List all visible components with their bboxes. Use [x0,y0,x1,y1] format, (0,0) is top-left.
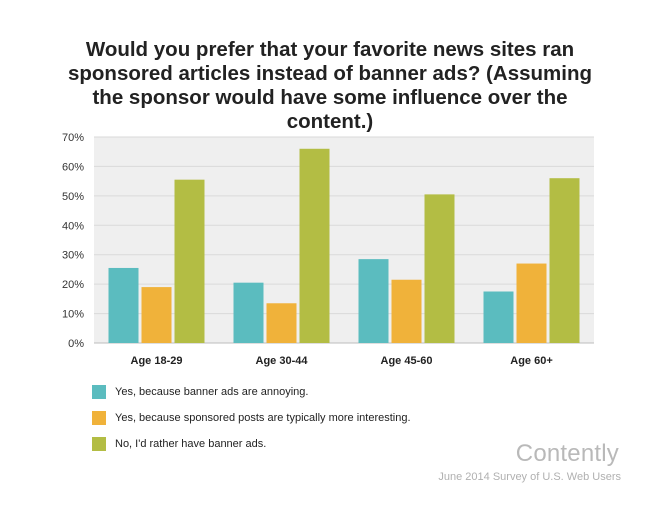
bar [108,267,139,343]
x-tick-label: Age 30-44 [256,355,309,367]
legend-item: No, I'd rather have banner ads. [92,436,411,452]
y-tick-label: 20% [62,279,84,291]
legend-label: Yes, because banner ads are annoying. [115,386,309,398]
x-tick-label: Age 45-60 [381,355,433,367]
y-tick-label: 10% [62,309,84,321]
source-note: June 2014 Survey of U.S. Web Users [438,471,621,483]
legend-swatch [92,385,106,399]
legend-item: Yes, because banner ads are annoying. [92,384,411,400]
y-tick-label: 50% [62,191,84,203]
brand-logo: Contently [515,440,619,467]
x-tick-label: Age 18-29 [131,355,183,367]
y-tick-label: 30% [62,250,84,262]
chart-title: Would you prefer that your favorite news… [67,38,592,133]
y-tick-label: 0% [68,338,84,350]
bar [174,179,205,343]
bar [424,194,455,343]
legend: Yes, because banner ads are annoying. Yes… [92,384,411,462]
bar [299,148,330,343]
legend-swatch [92,411,106,425]
bar [141,287,172,343]
legend-swatch [92,437,106,451]
bar [358,259,389,343]
bar [266,303,297,343]
legend-label: Yes, because sponsored posts are typical… [115,412,411,424]
bar [483,291,514,343]
legend-item: Yes, because sponsored posts are typical… [92,410,411,426]
bar [516,263,547,343]
bar [549,178,580,343]
bar [391,279,422,343]
y-tick-label: 40% [62,220,84,232]
x-tick-label: Age 60+ [510,355,553,367]
y-tick-label: 60% [62,161,84,173]
bar [233,282,264,343]
legend-label: No, I'd rather have banner ads. [115,438,267,450]
y-tick-label: 70% [62,132,84,144]
